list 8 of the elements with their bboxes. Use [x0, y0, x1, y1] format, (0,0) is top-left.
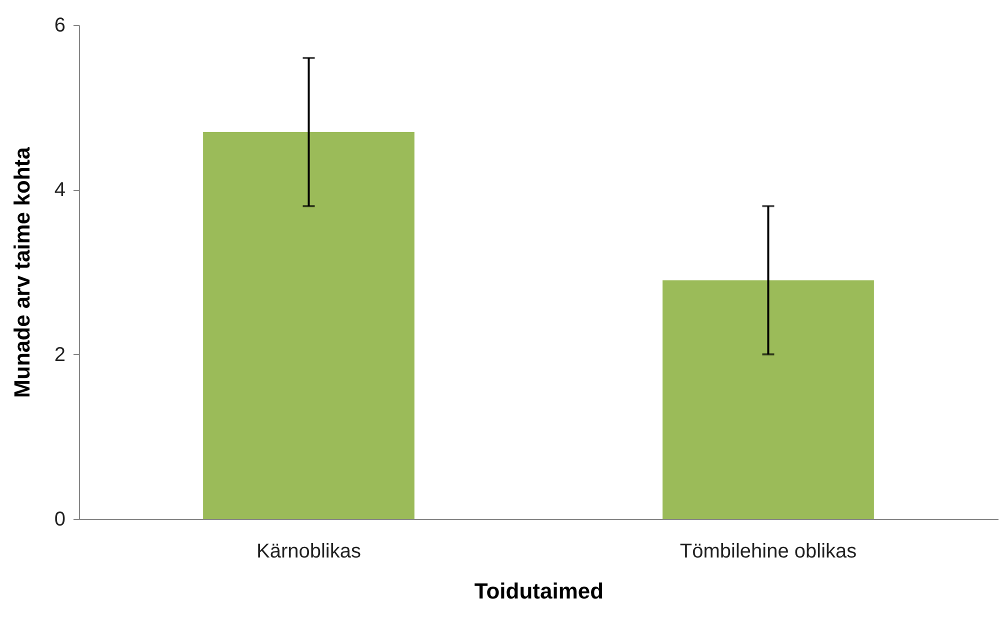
x-tick-label: Tömbilehine oblikas: [680, 540, 857, 562]
y-tick-label: 2: [54, 344, 66, 366]
y-tick-label: 6: [54, 14, 66, 36]
y-axis-title: Munade arv taime kohta: [9, 146, 34, 398]
x-tick-label: Kärnoblikas: [256, 540, 362, 562]
y-tick-label: 0: [54, 508, 66, 530]
y-tick-label: 4: [54, 179, 66, 202]
x-axis-title: Toidutaimed: [474, 578, 604, 604]
